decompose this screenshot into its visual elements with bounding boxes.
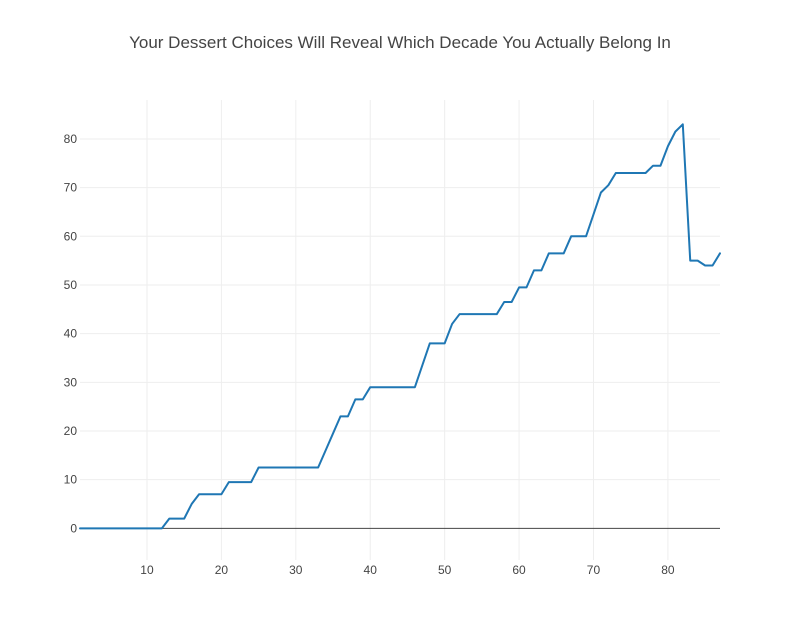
y-tick-label: 30 <box>64 375 78 389</box>
x-tick-label: 80 <box>661 563 675 577</box>
series-line <box>79 123 721 530</box>
x-tick-label: 70 <box>587 563 601 577</box>
series-layer <box>79 123 721 530</box>
y-tick-label: 60 <box>64 229 78 243</box>
y-tick-label: 50 <box>64 278 78 292</box>
y-tick-label: 40 <box>64 327 78 341</box>
axis-layer: 10 20 30 40 50 60 70 80 0 10 20 30 40 50 60 70 80 <box>64 132 720 577</box>
x-tick-label: 10 <box>140 563 154 577</box>
y-tick-label: 10 <box>64 473 78 487</box>
x-tick-label: 20 <box>215 563 229 577</box>
y-tick-label: 0 <box>70 521 77 535</box>
y-tick-label: 20 <box>64 424 78 438</box>
y-tick-label: 70 <box>64 181 78 195</box>
x-tick-label: 50 <box>438 563 452 577</box>
x-tick-label: 40 <box>364 563 378 577</box>
x-tick-label: 30 <box>289 563 303 577</box>
y-tick-label: 80 <box>64 132 78 146</box>
chart-title: Your Dessert Choices Will Reveal Which D… <box>129 33 671 52</box>
grid-layer <box>80 100 720 560</box>
x-tick-label: 60 <box>512 563 526 577</box>
